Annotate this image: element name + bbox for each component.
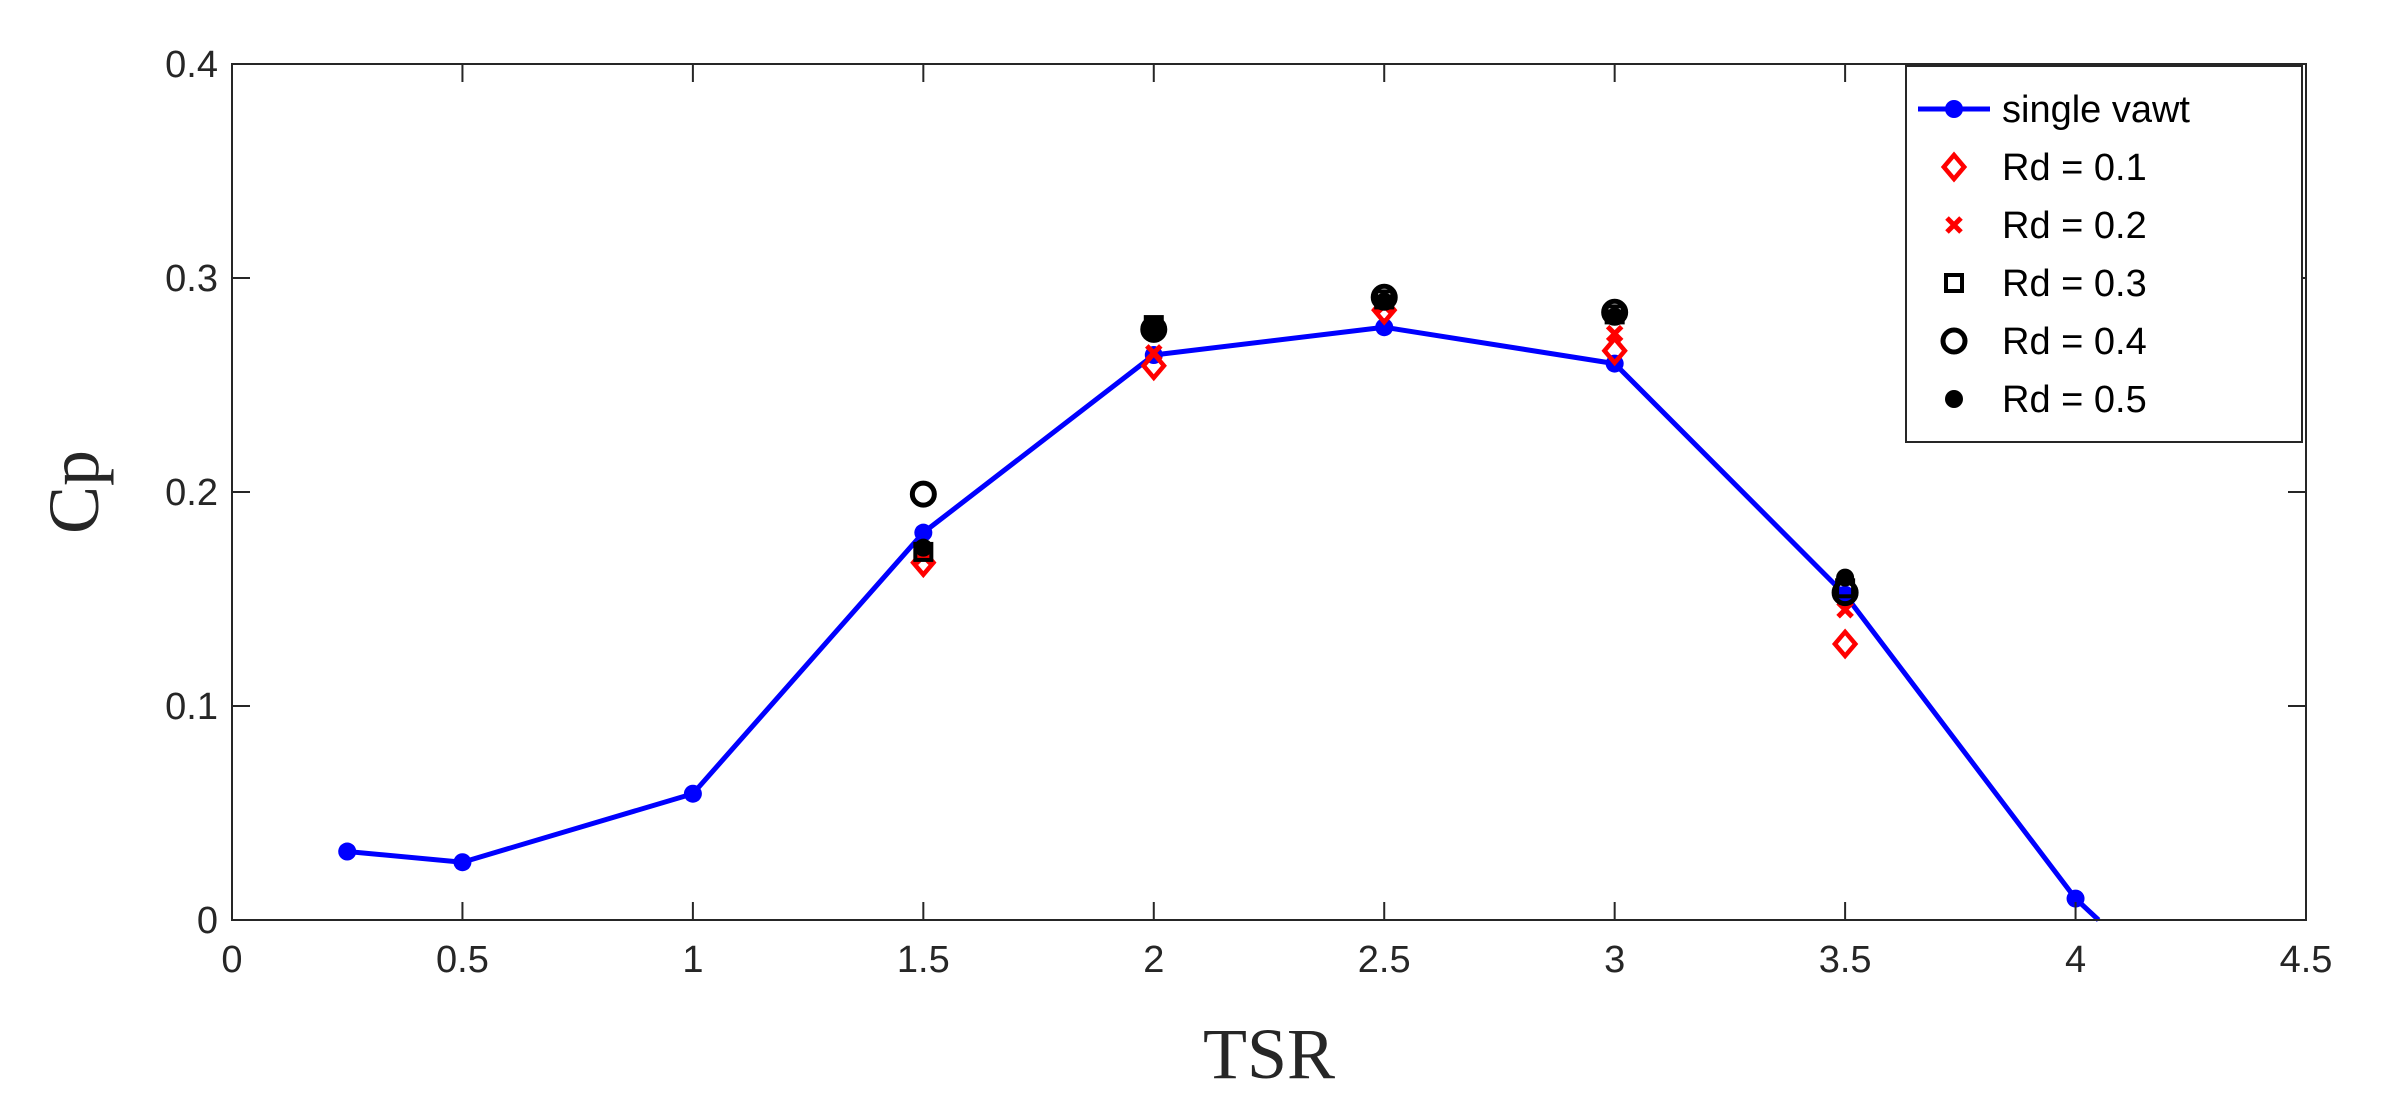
legend-label: single vawt [2002, 89, 2190, 131]
data-point [1145, 344, 1163, 362]
legend-label: Rd = 0.4 [2002, 321, 2147, 363]
legend-box [1905, 65, 2303, 443]
x-tick-label: 4.5 [2280, 939, 2333, 981]
y-tick-label: 0 [197, 900, 218, 942]
legend-label: Rd = 0.1 [2002, 147, 2147, 189]
x-tick-label: 2 [1143, 939, 1164, 981]
series-5 [914, 292, 1855, 587]
legend-label: Rd = 0.2 [2002, 205, 2147, 247]
y-tick-label: 0.3 [165, 258, 218, 300]
data-point [1140, 315, 1168, 343]
legend-marker [1945, 100, 1963, 118]
y-tick-label: 0.4 [165, 44, 218, 86]
data-point [914, 523, 933, 542]
data-point [338, 842, 357, 861]
data-point [1140, 350, 1167, 382]
data-point [453, 853, 472, 872]
data-point [914, 538, 933, 557]
x-tick-label: 1 [682, 939, 703, 981]
legend-label: Rd = 0.5 [2002, 379, 2147, 421]
x-tick-label: 0.5 [436, 939, 489, 981]
data-point [1375, 292, 1394, 311]
y-tick-label: 0.1 [165, 686, 218, 728]
legend-marker [1945, 390, 1963, 408]
y-tick-label: 0.2 [165, 472, 218, 514]
x-axis-title: TSR [1203, 1014, 1335, 1094]
data-marks [338, 283, 2101, 922]
data-point [1605, 324, 1624, 343]
x-tick-label: 3 [1604, 939, 1625, 981]
data-point [2066, 889, 2085, 908]
data-point [1601, 335, 1628, 367]
series-line [346, 324, 2101, 922]
x-tick-label: 3.5 [1819, 939, 1872, 981]
legend: single vawt Rd = 0.1 Rd = 0.2 Rd = 0.3 Rd = … [1905, 65, 2303, 443]
data-point [1836, 568, 1855, 587]
y-axis-title: Cp [34, 450, 114, 534]
axis-ticks: 0 0.5 1 1.5 2 2.5 3 3.5 4 4.5 0 0.1 0.2 0.3 0.4 [165, 44, 2332, 981]
data-point [1144, 320, 1163, 339]
x-tick-label: 1.5 [897, 939, 950, 981]
legend-marker [1940, 151, 1968, 183]
x-tick-label: 4 [2065, 939, 2086, 981]
legend-label: Rd = 0.3 [2002, 263, 2147, 305]
data-point [683, 784, 702, 803]
legend-marker [1944, 273, 1964, 293]
data-point [909, 480, 937, 508]
data-point [1375, 318, 1394, 337]
legend-marker [1940, 327, 1968, 355]
data-point [1605, 307, 1624, 326]
legend-marker [1945, 216, 1963, 234]
x-tick-label: 2.5 [1358, 939, 1411, 981]
data-point [1831, 628, 1859, 660]
x-tick-label: 0 [221, 939, 242, 981]
